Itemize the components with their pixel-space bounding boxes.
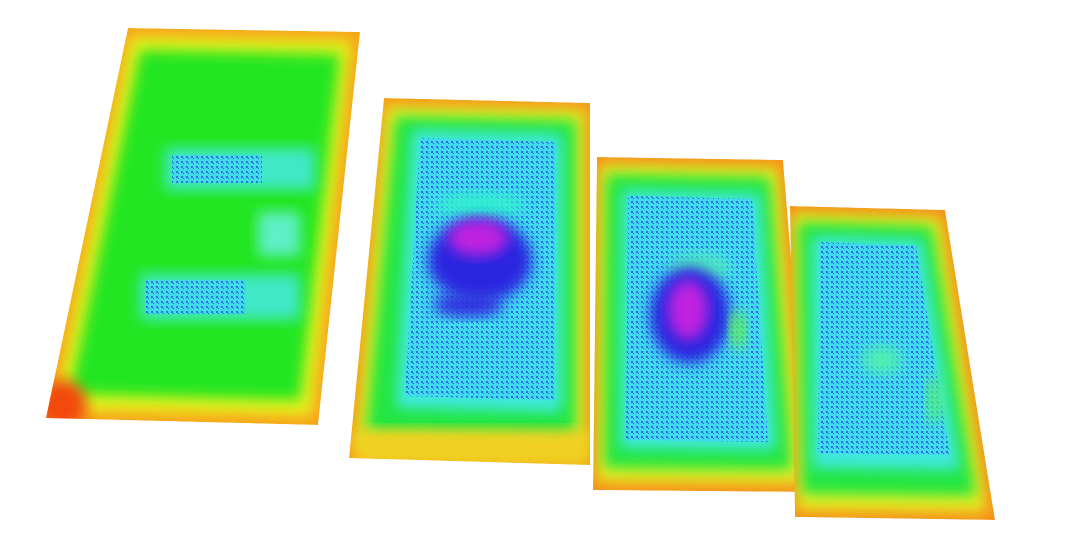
- panel-4: [790, 206, 995, 520]
- cool-speckle: [172, 155, 262, 183]
- warm-band: [730, 310, 746, 350]
- panel-2: [349, 98, 590, 465]
- warm-band: [862, 346, 902, 374]
- panel-3: [593, 157, 810, 492]
- cool-zone: [258, 212, 300, 256]
- warm-band: [435, 193, 525, 217]
- hot-spot: [46, 380, 87, 425]
- panel-rim: [355, 430, 590, 465]
- cold-core: [448, 220, 508, 256]
- cool-speckle: [146, 280, 246, 314]
- warm-band: [927, 375, 943, 425]
- cold-core: [668, 280, 708, 340]
- panel-1: [46, 28, 360, 425]
- cold-zone: [433, 293, 503, 317]
